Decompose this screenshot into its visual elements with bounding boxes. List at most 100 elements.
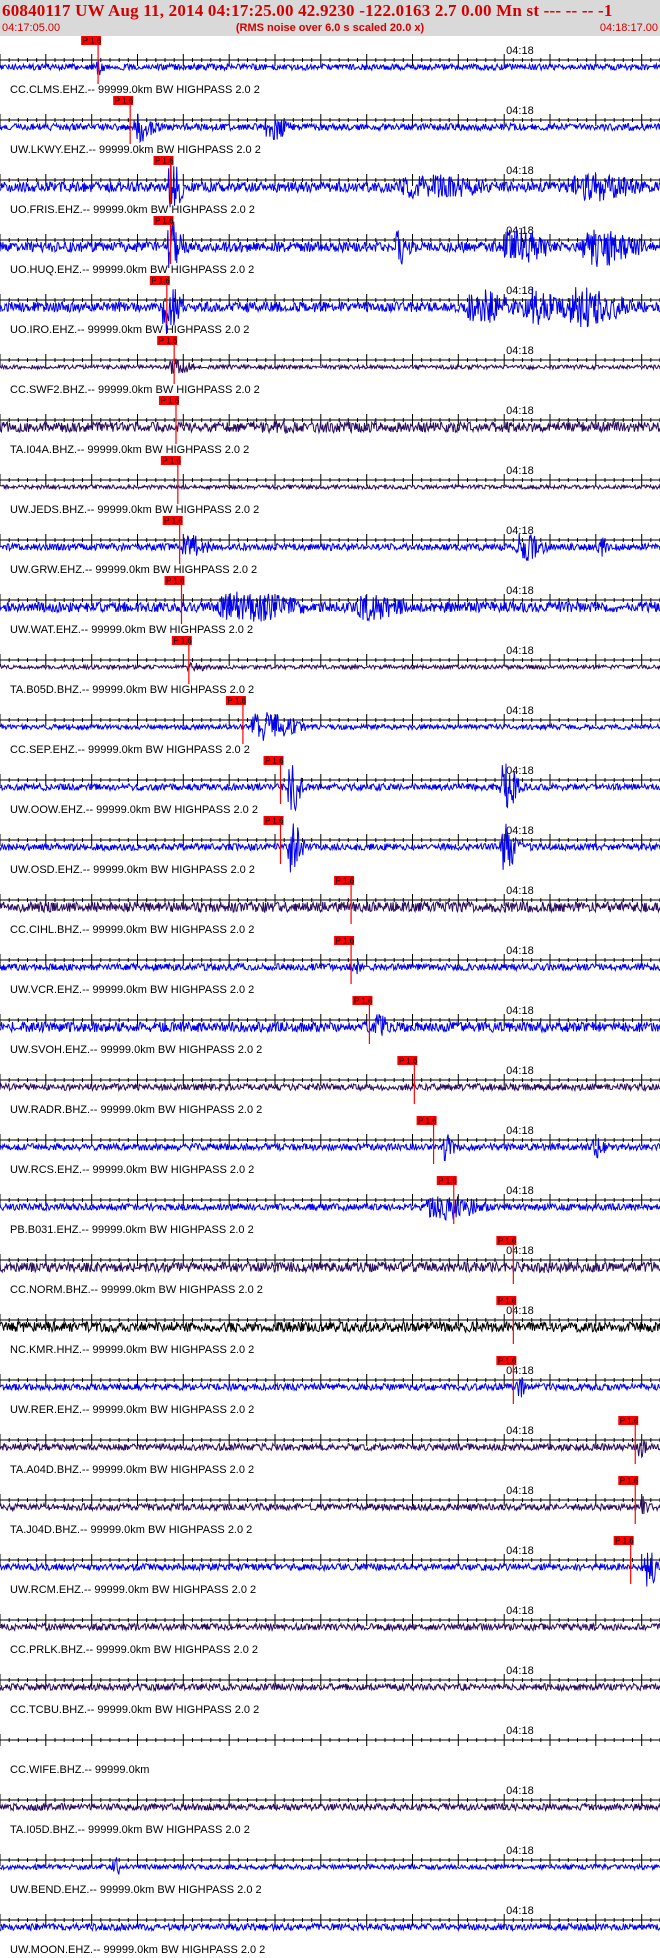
seismic-trace <box>0 1081 660 1093</box>
trace-row: 04:18 TA.J04D.BHZ.-- 99999.0km BW HIGHPAS… <box>0 1476 660 1536</box>
trace-row: 04:18 UW.RADR.BHZ.-- 99999.0km BW HIGHPAS… <box>0 1056 660 1116</box>
trace-row: 04:18 UW.BEND.EHZ.-- 99999.0km BW HIGHPAS… <box>0 1845 660 1896</box>
time-axis-ticks <box>0 714 660 726</box>
time-axis-ticks <box>0 1434 660 1446</box>
trace-row: 04:18 UW.OSD.EHZ.-- 99999.0km BW HIGHPASS… <box>0 816 660 876</box>
pick-flag-label: P 1.6 <box>159 337 178 346</box>
pick-flag-label: P 1.6 <box>155 217 174 226</box>
minute-tick-label: 04:18 <box>506 885 534 897</box>
station-label: PB.B031.EHZ.-- 99999.0km BW HIGHPASS 2.0… <box>10 1224 254 1236</box>
seismic-trace <box>0 1552 660 1587</box>
minute-tick-label: 04:18 <box>506 1545 534 1557</box>
trace-row: 04:18 UO.HUQ.EHZ.-- 99999.0km BW HIGHPASS… <box>0 216 660 276</box>
minute-tick-label: 04:18 <box>506 285 534 297</box>
minute-tick-label: 04:18 <box>506 1665 534 1677</box>
station-label: CC.TCBU.BHZ.-- 99999.0km BW HIGHPASS 2.0… <box>10 1704 259 1716</box>
trace-row: 04:18 CC.WIFE.BHZ.-- 99999.0km <box>0 1725 660 1776</box>
pick-flag <box>113 96 134 105</box>
pick-flag <box>352 996 373 1005</box>
pick-flag-label: P 1.6 <box>265 757 284 766</box>
minute-tick-label: 04:18 <box>506 1305 534 1317</box>
station-label: UO.FRIS.EHZ.-- 99999.0km BW HIGHPASS 2.0… <box>10 204 255 216</box>
start-time-label: 04:17:05.00 <box>2 22 61 34</box>
pick-flag <box>162 516 183 525</box>
time-axis-ticks <box>0 954 660 966</box>
trace-row: 04:18 CC.SWF2.BHZ.-- 99999.0km BW HIGHPAS… <box>0 336 660 396</box>
trace-row: 04:18 UW.GRW.EHZ.-- 99999.0km BW HIGHPASS… <box>0 516 660 576</box>
trace-row: 04:18 TA.I05D.BHZ.-- 99999.0km BW HIGHPAS… <box>0 1785 660 1836</box>
pick-flag <box>496 1296 517 1305</box>
minute-tick-label: 04:18 <box>506 1425 534 1437</box>
trace-row: 04:18 CC.CLMS.EHZ.-- 99999.0km BW HIGHPAS… <box>0 36 660 96</box>
seismic-trace <box>0 661 660 673</box>
minute-tick-label: 04:18 <box>506 1725 534 1737</box>
seismic-trace <box>0 1377 660 1398</box>
minute-tick-label: 04:18 <box>506 1605 534 1617</box>
seismic-trace <box>0 221 660 269</box>
time-axis-ticks <box>0 594 660 606</box>
time-axis-ticks <box>0 1674 660 1686</box>
minute-tick-label: 04:18 <box>506 1185 534 1197</box>
time-axis-ticks <box>0 1614 660 1626</box>
seismic-trace <box>0 1857 660 1875</box>
minute-tick-label: 04:18 <box>506 1245 534 1257</box>
pick-flag <box>334 876 355 885</box>
end-time-label: 04:18:17.00 <box>599 22 658 34</box>
minute-tick-label: 04:18 <box>506 1845 534 1857</box>
seismic-trace <box>0 1013 660 1036</box>
pick-flag <box>618 1416 639 1425</box>
station-label: UW.BEND.EHZ.-- 99999.0km BW HIGHPASS 2.0… <box>10 1884 262 1896</box>
pick-flag-label: P 1.6 <box>166 577 185 586</box>
pick-flag-label: P 1.6 <box>620 1417 639 1426</box>
seismic-trace <box>0 900 660 914</box>
station-label: CC.CIHL.BHZ.-- 99999.0km BW HIGHPASS 2.0… <box>10 924 254 936</box>
seismic-trace <box>0 591 660 622</box>
trace-row: 04:18 NC.KMR.HHZ.-- 99999.0km BW HIGHPASS… <box>0 1296 660 1356</box>
header-bar: 60840117 UW Aug 11, 2014 04:17:25.00 42.… <box>0 0 660 36</box>
pick-flag <box>153 216 174 225</box>
seismic-trace <box>0 823 660 873</box>
station-label: UW.WAT.EHZ.-- 99999.0km BW HIGHPASS 2.0 … <box>10 624 253 636</box>
station-label: CC.SEP.EHZ.-- 99999.0km BW HIGHPASS 2.0 … <box>10 744 250 756</box>
seismic-trace <box>0 286 660 335</box>
minute-tick-label: 04:18 <box>506 1365 534 1377</box>
station-label: UW.GRW.EHZ.-- 99999.0km BW HIGHPASS 2.0 … <box>10 564 257 576</box>
pick-flag-label: P 1.6 <box>498 1357 517 1366</box>
seismic-trace <box>0 1921 660 1933</box>
time-axis-ticks <box>0 354 660 366</box>
pick-flag-label: P 1.6 <box>438 1177 457 1186</box>
pick-flag-label: P 1.6 <box>162 457 181 466</box>
pick-flag-label: P 1.6 <box>399 1057 418 1066</box>
pick-flag <box>159 396 179 405</box>
pick-flag-label: P 1.6 <box>161 397 180 406</box>
seismic-trace <box>0 1801 660 1813</box>
station-label: NC.KMR.HHZ.-- 99999.0km BW HIGHPASS 2.0 … <box>10 1344 254 1356</box>
trace-row: 04:18 UW.SVOH.EHZ.-- 99999.0km BW HIGHPAS… <box>0 996 660 1056</box>
minute-tick-label: 04:18 <box>506 105 534 117</box>
pick-flag <box>225 696 246 705</box>
seismic-trace <box>0 960 660 975</box>
station-label: TA.J04D.BHZ.-- 99999.0km BW HIGHPASS 2.0… <box>10 1524 252 1536</box>
trace-row: 04:18 UW.OOW.EHZ.-- 99999.0km BW HIGHPASS… <box>0 756 660 816</box>
time-axis-ticks <box>0 1134 660 1146</box>
time-axis-ticks <box>0 1914 660 1926</box>
minute-tick-label: 04:18 <box>506 465 534 477</box>
time-axis-ticks <box>0 1854 660 1866</box>
time-axis-ticks <box>0 54 660 66</box>
pick-flag <box>263 816 284 825</box>
station-label: UW.RADR.BHZ.-- 99999.0km BW HIGHPASS 2.0… <box>10 1104 262 1116</box>
station-label: CC.SWF2.BHZ.-- 99999.0km BW HIGHPASS 2.0… <box>10 384 260 396</box>
pick-flag <box>263 756 284 765</box>
trace-row: 04:18 UW.JEDS.BHZ.-- 99999.0km BW HIGHPAS… <box>0 456 660 516</box>
event-title: 60840117 UW Aug 11, 2014 04:17:25.00 42.… <box>2 1 613 20</box>
trace-row: 04:18 CC.TCBU.BHZ.-- 99999.0km BW HIGHPAS… <box>0 1665 660 1716</box>
pick-flag <box>157 336 178 345</box>
time-axis-ticks <box>0 1734 660 1746</box>
time-axis-ticks <box>0 474 660 486</box>
trace-row: 04:18 UO.FRIS.EHZ.-- 99999.0km BW HIGHPAS… <box>0 156 660 216</box>
station-label: UW.RER.EHZ.-- 99999.0km BW HIGHPASS 2.0 … <box>10 1404 254 1416</box>
minute-tick-label: 04:18 <box>506 165 534 177</box>
minute-tick-label: 04:18 <box>506 825 534 837</box>
pick-flag-label: P 1.6 <box>155 157 174 166</box>
seismic-trace <box>0 1682 660 1693</box>
